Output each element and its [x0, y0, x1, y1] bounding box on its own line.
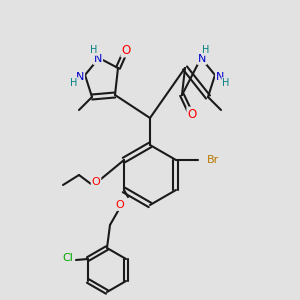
Text: N: N: [198, 54, 206, 64]
Text: O: O: [92, 177, 100, 187]
Text: O: O: [122, 44, 130, 56]
Text: H: H: [202, 45, 210, 55]
Text: H: H: [222, 78, 230, 88]
Text: Br: Br: [207, 155, 219, 165]
Text: O: O: [116, 200, 124, 210]
Text: N: N: [76, 72, 84, 82]
Text: O: O: [188, 107, 196, 121]
Text: H: H: [90, 45, 98, 55]
Text: N: N: [94, 54, 102, 64]
Text: H: H: [70, 78, 78, 88]
Text: Cl: Cl: [63, 253, 74, 263]
Text: N: N: [216, 72, 224, 82]
